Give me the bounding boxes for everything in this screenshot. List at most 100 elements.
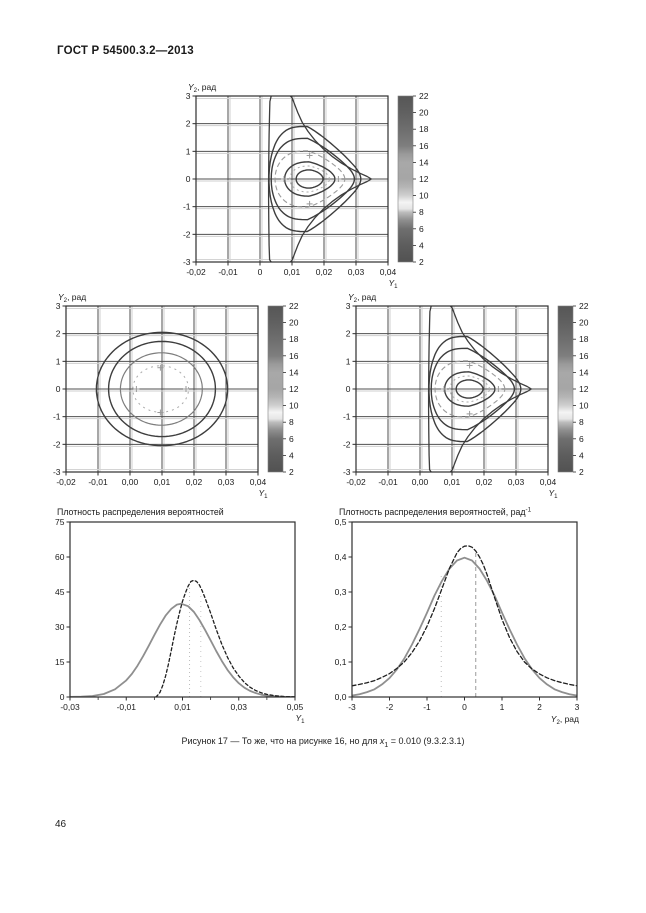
svg-text:-2: -2 (53, 439, 61, 449)
figure-contour-top: -0,02 -0,01 0 0,01 0,02 0,03 0,04 3 2 1 0 -1 -2 -3 Y2,… (163, 80, 443, 298)
contour-line (132, 365, 190, 413)
colorbar-tick-label: 20 (579, 318, 589, 328)
colorbar-tick-label: 18 (289, 334, 299, 344)
svg-text:0: 0 (60, 692, 65, 702)
svg-text:-0,01: -0,01 (117, 702, 137, 712)
colorbar-tick-label: 2 (579, 467, 584, 477)
contour-line (434, 360, 506, 418)
svg-text:30: 30 (55, 622, 65, 632)
colorbar-tick-label: 18 (419, 124, 429, 134)
axis-text: Y2, рад (58, 292, 86, 304)
caption-pre: Рисунок 17 — То же, что на рисунке 16, н… (181, 736, 380, 746)
svg-text:0,01: 0,01 (444, 477, 461, 487)
svg-text:60: 60 (55, 552, 65, 562)
plot-area (427, 306, 533, 472)
plot-area (352, 545, 577, 697)
svg-text:-3: -3 (343, 467, 351, 477)
svg-text:2: 2 (56, 329, 61, 339)
svg-text:0,4: 0,4 (335, 552, 347, 562)
contour-line (119, 352, 203, 426)
plot-area (267, 96, 373, 262)
colorbar-tick-label: 8 (419, 207, 424, 217)
svg-text:0,01: 0,01 (154, 477, 171, 487)
svg-text:0,04: 0,04 (540, 477, 557, 487)
caption-post: = 0.010 (9.3.2.3.1) (388, 736, 465, 746)
figure-density-y1: -0,03 -0,01 0,01 0,03 0,05 75 60 45 30 15 0 Плотнос… (37, 506, 319, 733)
colorbar (397, 95, 414, 263)
colorbar (267, 305, 284, 473)
plot-area (70, 579, 295, 697)
svg-text:0,5: 0,5 (335, 517, 347, 527)
svg-text:2: 2 (346, 329, 351, 339)
svg-text:0: 0 (346, 384, 351, 394)
svg-text:3: 3 (575, 702, 580, 712)
svg-text:1: 1 (56, 356, 61, 366)
contour-line (449, 375, 490, 403)
series-monte-carlo-distribution (155, 579, 295, 697)
svg-text:1: 1 (500, 702, 505, 712)
svg-text:-1: -1 (343, 412, 351, 422)
colorbar-tick-label: 2 (419, 257, 424, 267)
svg-text:0,03: 0,03 (508, 477, 525, 487)
svg-text:-1: -1 (183, 202, 191, 212)
svg-text:3: 3 (346, 301, 351, 311)
svg-text:-2: -2 (343, 439, 351, 449)
svg-text:-0,02: -0,02 (186, 267, 206, 277)
caption-variable: x (379, 736, 385, 746)
colorbar-tick-label: 20 (419, 108, 429, 118)
chart-canvas-joint-distribution-monte-carlo-right: -0,02 -0,01 0,00 0,01 0,02 0,03 0,043210-1-2-3… (343, 292, 589, 500)
svg-text:-3: -3 (53, 467, 61, 477)
contour-line (295, 169, 324, 189)
svg-text:0,03: 0,03 (230, 702, 247, 712)
axis-text: Y1 (295, 713, 305, 725)
svg-text:-2: -2 (386, 702, 394, 712)
chart-canvas-joint-distribution-monte-carlo-top: -0,02 -0,01 0 0,01 0,02 0,03 0,043210-1-2-3Y2,… (183, 82, 429, 290)
contour-line (107, 340, 217, 438)
colorbar-tick-label: 14 (419, 157, 429, 167)
chart-canvas-probability-density-y2: -3 -2 -1 0 1 2 3 0,5 0,4 0,3 0,2 0,1 0,0 Плотность ра… (335, 507, 580, 727)
plot-area (95, 331, 229, 447)
axis-text: Y2, рад (188, 82, 216, 94)
contour-line (430, 347, 516, 431)
contour-line (274, 150, 346, 208)
svg-text:1: 1 (186, 146, 191, 156)
svg-text:-3: -3 (183, 257, 191, 267)
svg-text:2: 2 (537, 702, 542, 712)
svg-text:0,02: 0,02 (316, 267, 333, 277)
colorbar-tick-label: 18 (579, 334, 589, 344)
colorbar-tick-label: 10 (419, 191, 429, 201)
colorbar-tick-label: 22 (579, 301, 589, 311)
contour-line (267, 96, 373, 262)
svg-text:-0,02: -0,02 (346, 477, 366, 487)
axis-text: Y1 (388, 278, 398, 290)
colorbar-tick-label: 6 (289, 434, 294, 444)
series-gaussian-approximation (70, 602, 295, 697)
svg-text:-1: -1 (53, 412, 61, 422)
colorbar-tick-label: 12 (289, 384, 299, 394)
svg-text:0: 0 (258, 267, 263, 277)
colorbar-tick-label: 6 (419, 224, 424, 234)
svg-text:0,00: 0,00 (122, 477, 139, 487)
colorbar-tick-label: 22 (419, 91, 429, 101)
svg-text:-0,01: -0,01 (218, 267, 238, 277)
colorbar-tick-label: 14 (289, 367, 299, 377)
svg-text:-2: -2 (183, 229, 191, 239)
svg-text:0,0: 0,0 (335, 692, 347, 702)
chart-canvas-joint-distribution-gaussian-left: -0,02 -0,01 0,00 0,01 0,02 0,03 0,043210-1-2-3… (53, 292, 299, 500)
colorbar-tick-label: 6 (579, 434, 584, 444)
figure-density-y2: -3 -2 -1 0 1 2 3 0,5 0,4 0,3 0,2 0,1 0,0 Плотность ра… (319, 506, 601, 733)
contour-line (455, 379, 484, 399)
svg-text:0,2: 0,2 (335, 622, 347, 632)
svg-text:0,01: 0,01 (284, 267, 301, 277)
axis-text: Плотность распределения вероятностей, ра… (339, 507, 532, 517)
page-number: 46 (55, 819, 67, 830)
series-gaussian-approximation (352, 556, 577, 697)
svg-text:2: 2 (186, 119, 191, 129)
figure-caption: Рисунок 17 — То же, что на рисунке 16, н… (0, 736, 646, 749)
svg-text:3: 3 (56, 301, 61, 311)
svg-text:0,1: 0,1 (335, 657, 347, 667)
colorbar-tick-label: 16 (289, 351, 299, 361)
plot-frame (69, 521, 296, 698)
colorbar-tick-label: 22 (289, 301, 299, 311)
colorbar-tick-label: 20 (289, 318, 299, 328)
